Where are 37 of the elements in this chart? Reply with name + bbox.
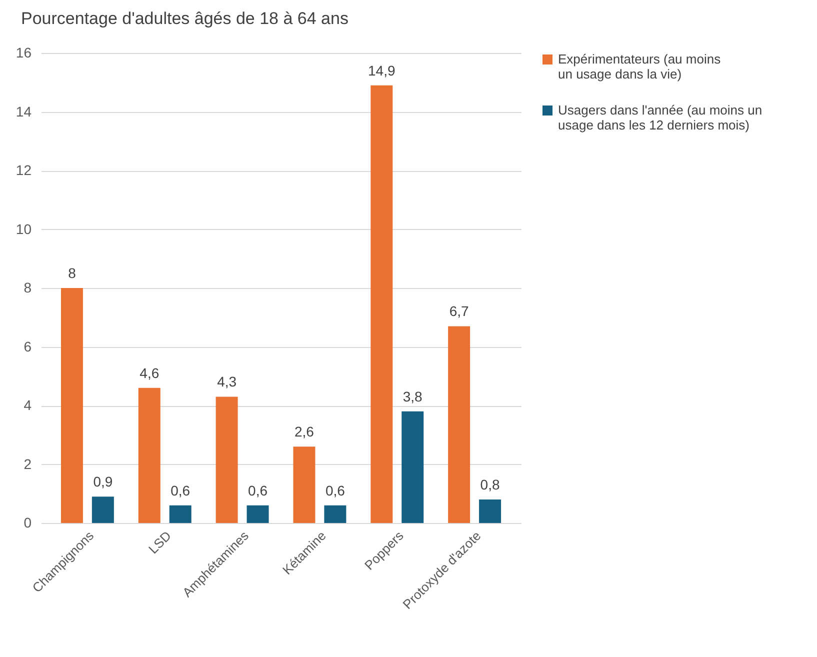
data-label: 4,3 <box>217 374 237 390</box>
bar <box>216 396 238 523</box>
data-label: 0,6 <box>248 482 268 498</box>
x-tick-label: LSD <box>146 528 174 557</box>
y-tick-label: 14 <box>16 103 32 120</box>
data-label: 8 <box>68 265 76 281</box>
y-tick-label: 6 <box>24 338 32 354</box>
bar <box>60 288 83 523</box>
bar <box>138 388 160 523</box>
y-tick-label: 16 <box>16 44 32 60</box>
y-tick-label: 0 <box>24 514 32 530</box>
bar <box>324 505 346 523</box>
data-label: 0,8 <box>480 476 500 492</box>
legend-label: Usagers dans l'année (au moins un usage dans les 12 derniers mois) <box>558 102 762 132</box>
bar <box>479 500 502 523</box>
chart-title: Pourcentage d'adultes âgés de 18 à 64 ans <box>21 9 348 28</box>
data-label: 0,6 <box>325 482 346 498</box>
bar <box>402 411 424 523</box>
bar <box>92 496 114 523</box>
data-label: 14,9 <box>368 62 396 78</box>
data-label: 0,6 <box>170 482 190 498</box>
y-tick-label: 4 <box>24 397 32 413</box>
legend-label: Expérimentateurs (au moins un usage dans la vie) <box>558 52 722 82</box>
data-label: 4,6 <box>140 364 160 381</box>
y-tick-label: 10 <box>16 220 32 237</box>
data-label: 2,6 <box>294 424 314 440</box>
y-tick-label: 12 <box>16 162 32 178</box>
data-label: 3,8 <box>402 388 423 404</box>
bar <box>370 85 393 523</box>
bar <box>448 326 470 523</box>
bar <box>246 505 269 523</box>
y-tick-label: 8 <box>24 280 32 296</box>
data-label: 0,9 <box>93 474 113 490</box>
bar <box>169 505 192 523</box>
bar <box>293 446 316 523</box>
data-label: 6,7 <box>449 303 470 320</box>
y-tick-label: 2 <box>24 456 32 472</box>
